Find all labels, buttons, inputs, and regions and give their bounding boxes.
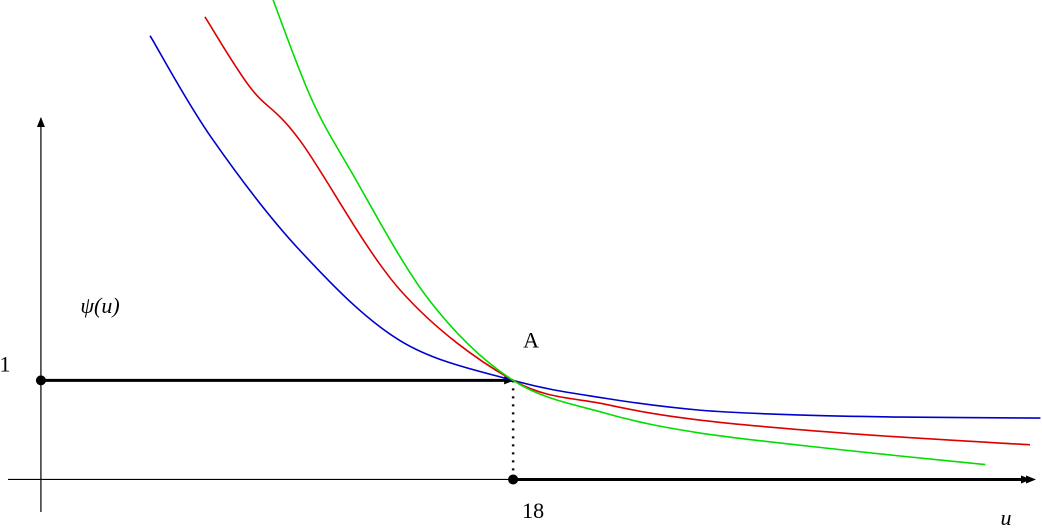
x-tick-dot [508, 474, 519, 485]
y-axis-label: ψ(u) [80, 293, 119, 318]
annotation: A [523, 327, 539, 352]
x-tick-label: 18 [522, 498, 544, 523]
curve [272, 0, 986, 466]
x-axis-label: u [1001, 505, 1012, 528]
curve [149, 35, 1041, 419]
y-tick-label: 1 [0, 351, 11, 376]
